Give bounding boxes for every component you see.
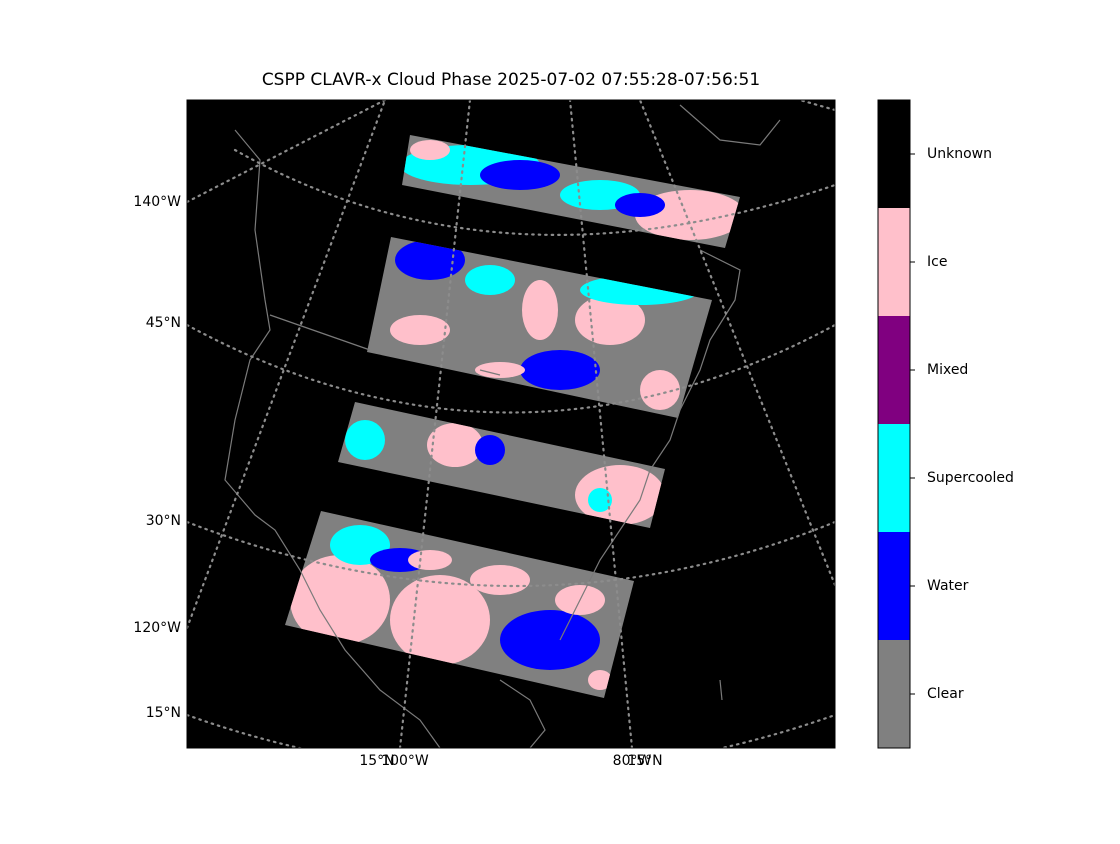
- colorbar-label: Mixed: [927, 362, 968, 378]
- grid-label: 45°N: [146, 315, 181, 331]
- colorbar-segment: [878, 100, 910, 208]
- colorbar-label: Ice: [927, 254, 947, 270]
- colorbar-segment: [878, 208, 910, 316]
- colorbar-label: Supercooled: [927, 470, 1014, 486]
- colorbar-label: Water: [927, 578, 969, 594]
- colorbar-segment: [878, 316, 910, 424]
- grid-label: 15°N: [146, 705, 181, 721]
- colorbar-label: Unknown: [927, 146, 992, 162]
- map: [187, 100, 835, 748]
- colorbar-label: Clear: [927, 686, 964, 702]
- grid-label: 15°N: [627, 753, 662, 769]
- colorbar-frame: [877, 99, 911, 749]
- colorbar-segment: [878, 640, 910, 748]
- map-frame: [186, 99, 836, 749]
- grid-label: 100°W: [381, 753, 429, 769]
- colorbar-segment: [878, 532, 910, 640]
- grid-label: 140°W: [133, 194, 181, 210]
- grid-label: 30°N: [146, 513, 181, 529]
- map-title: CSPP CLAVR-x Cloud Phase 2025-07-02 07:5…: [262, 70, 760, 90]
- grid-label: 120°W: [133, 620, 181, 636]
- colorbar: Clear Water Supercooled Mixed Ice Unknown: [878, 100, 1014, 748]
- grid-label: 80°W: [613, 753, 652, 769]
- grid-label: 15°N: [359, 753, 394, 769]
- colorbar-segment: [878, 424, 910, 532]
